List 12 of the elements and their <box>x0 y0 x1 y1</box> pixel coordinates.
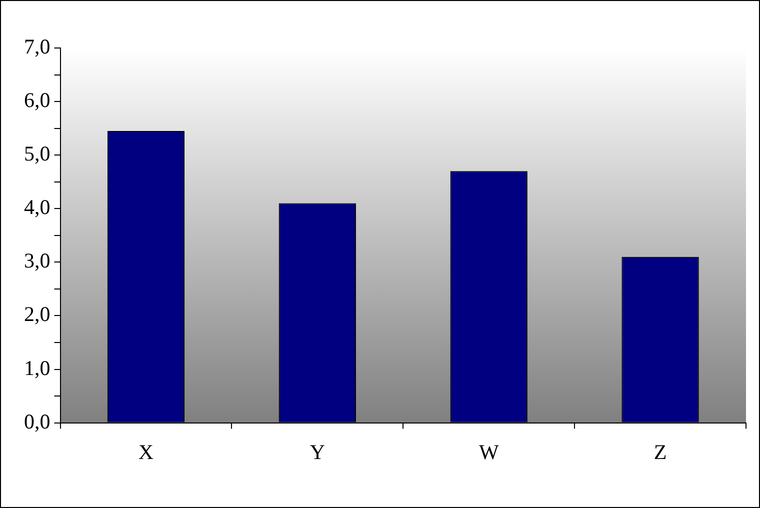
y-tick-label: 4,0 <box>24 195 50 220</box>
y-tick-label: 5,0 <box>24 142 50 166</box>
y-tick-label: 6,0 <box>24 88 50 112</box>
y-tick-label: 3,0 <box>24 248 50 273</box>
y-tick-label: 7,0 <box>24 34 50 59</box>
x-tick-label: Z <box>654 440 667 464</box>
x-tick-label: X <box>138 440 154 464</box>
x-tick-label: Y <box>310 440 325 464</box>
y-tick-label: 0,0 <box>24 409 50 434</box>
x-tick-label: W <box>478 440 499 464</box>
y-tick-label: 2,0 <box>24 302 50 326</box>
y-tick-label: 1,0 <box>24 356 50 380</box>
